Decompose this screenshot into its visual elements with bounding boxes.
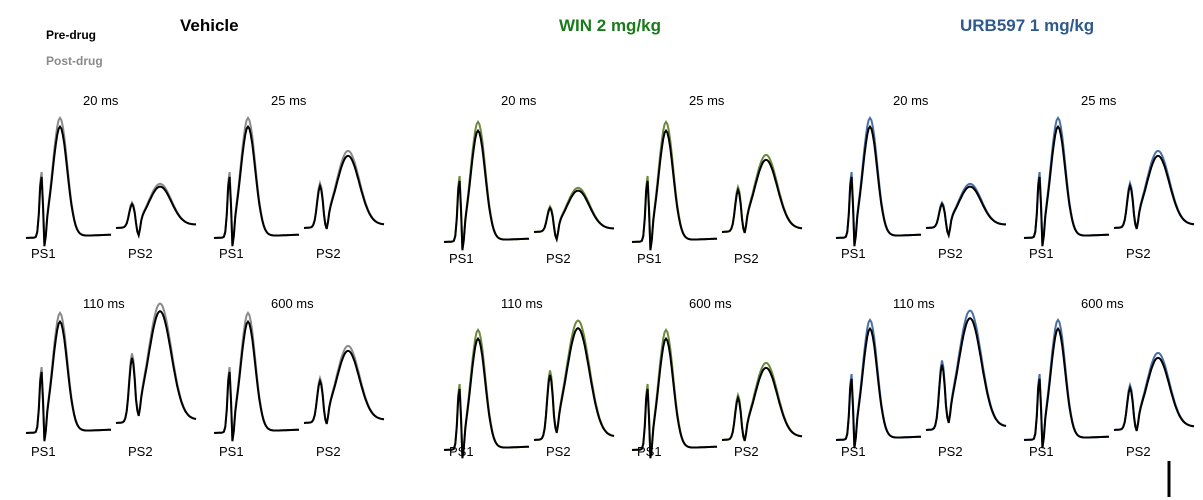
pre-drug-trace	[533, 327, 615, 441]
ps1-label: PS1	[841, 246, 866, 261]
pre-drug-trace	[1113, 154, 1195, 230]
trace-panels: 20 ms PS1 PS2 25 ms PS1 PS2 110 ms PS1 PS2 600 ms…	[25, 93, 1195, 459]
interval-label: 600 ms	[1081, 296, 1124, 311]
ps2-label: PS2	[316, 444, 341, 459]
pre-drug-trace	[303, 349, 385, 425]
pre-drug-trace	[443, 336, 530, 459]
pre-drug-trace	[925, 317, 1007, 431]
ps2-label: PS2	[546, 251, 571, 266]
ps1-label: PS1	[1029, 444, 1054, 459]
pre-drug-trace	[303, 154, 385, 230]
interval-label: 25 ms	[1081, 93, 1117, 108]
pre-drug-trace	[25, 319, 112, 442]
title-urb597: URB597 1 mg/kg	[960, 16, 1094, 35]
pre-drug-trace	[721, 366, 803, 442]
interval-label: 110 ms	[893, 296, 935, 311]
ps2-label: PS2	[1126, 444, 1151, 459]
ps1-label: PS1	[31, 246, 56, 261]
ps1-label: PS1	[637, 444, 662, 459]
ps2-label: PS2	[734, 251, 759, 266]
pre-drug-trace	[115, 310, 197, 424]
interval-label: 20 ms	[501, 93, 537, 108]
pre-drug-trace	[25, 124, 112, 247]
pre-drug-trace	[835, 326, 922, 449]
ps1-label: PS1	[449, 251, 474, 266]
ps2-label: PS2	[128, 246, 153, 261]
ps2-label: PS2	[938, 444, 963, 459]
ps1-label: PS1	[637, 251, 662, 266]
interval-label: 25 ms	[689, 93, 725, 108]
pre-drug-trace	[213, 319, 300, 442]
pre-drug-trace	[213, 124, 300, 247]
ps2-label: PS2	[1126, 246, 1151, 261]
ps2-label: PS2	[128, 444, 153, 459]
ps1-label: PS1	[841, 444, 866, 459]
ps1-label: PS1	[219, 246, 244, 261]
interval-label: 600 ms	[271, 296, 314, 311]
ps1-label: PS1	[31, 444, 56, 459]
post-drug-trace	[115, 182, 196, 239]
pre-drug-trace	[631, 336, 718, 459]
pre-drug-trace	[835, 124, 922, 247]
title-vehicle: Vehicle	[180, 16, 239, 35]
ps2-label: PS2	[734, 444, 759, 459]
pre-drug-trace	[443, 128, 530, 251]
interval-label: 110 ms	[83, 296, 125, 311]
interval-label: 25 ms	[271, 93, 307, 108]
ps2-label: PS2	[316, 246, 341, 261]
ps1-label: PS1	[219, 444, 244, 459]
pre-drug-trace	[1113, 356, 1195, 432]
interval-label: 110 ms	[501, 296, 543, 311]
pre-drug-trace	[533, 189, 614, 243]
pre-drug-trace	[115, 185, 196, 239]
pre-drug-trace	[1023, 124, 1110, 247]
title-win: WIN 2 mg/kg	[559, 16, 661, 35]
ps1-label: PS1	[1029, 246, 1054, 261]
legend-post-drug: Post-drug	[46, 54, 103, 68]
post-drug-trace	[925, 182, 1006, 239]
interval-label: 600 ms	[689, 296, 732, 311]
ps2-label: PS2	[546, 444, 571, 459]
ps1-label: PS1	[449, 444, 474, 459]
pre-drug-trace	[925, 185, 1006, 239]
post-drug-trace	[533, 186, 614, 243]
pre-drug-trace	[631, 128, 718, 251]
pre-drug-trace	[1023, 326, 1110, 449]
interval-label: 20 ms	[893, 93, 929, 108]
ps2-label: PS2	[938, 246, 963, 261]
legend-pre-drug: Pre-drug	[46, 28, 96, 42]
interval-label: 20 ms	[83, 93, 119, 108]
pre-drug-trace	[721, 158, 803, 234]
